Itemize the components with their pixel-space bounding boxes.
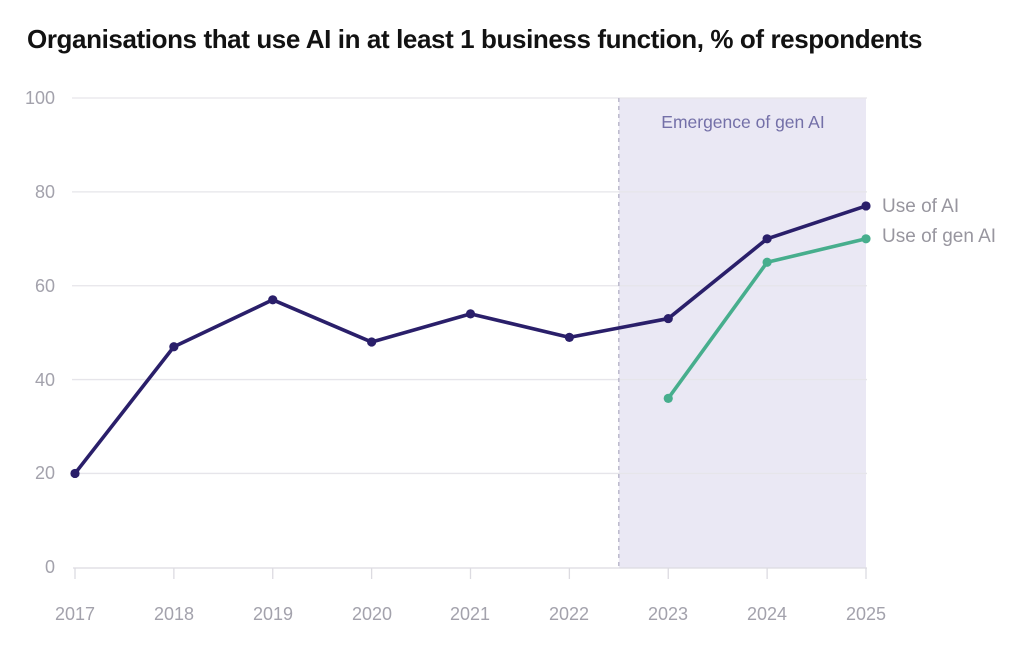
x-axis-tick-label: 2021	[449, 604, 491, 624]
x-axis-tick-label: 2025	[845, 604, 887, 624]
data-point-use-of-ai-2024	[762, 234, 772, 244]
y-axis-tick-label: 100	[24, 88, 55, 108]
x-axis-tick-label: 2018	[153, 604, 195, 624]
legend-label-use-of-ai: Use of AI	[882, 196, 960, 217]
x-axis-tick-label: 2017	[54, 604, 96, 624]
data-point-use-of-ai-2023	[663, 313, 673, 324]
y-axis-tick-label: 40	[34, 370, 55, 390]
x-axis-tick-label: 2023	[647, 604, 689, 624]
x-axis-tick-label: 2022	[548, 604, 590, 624]
x-axis-tick-label: 2024	[746, 604, 788, 624]
y-axis-tick-label: 80	[34, 182, 55, 202]
data-point-use-of-ai-2022	[564, 332, 574, 342]
data-point-use-of-ai-2025	[861, 201, 871, 211]
region-annotation-label: Emergence of gen AI	[661, 112, 825, 132]
y-axis-tick-label: 20	[34, 463, 55, 483]
data-point-use-of-ai-2019	[268, 295, 278, 305]
y-axis-tick-label: 60	[34, 276, 55, 296]
data-point-use-of-gen-ai-2023	[663, 393, 673, 403]
x-axis-tick-label: 2019	[252, 604, 294, 624]
legend-label-use-of-gen-ai: Use of gen AI	[882, 226, 997, 247]
data-point-use-of-gen-ai-2024	[762, 257, 772, 267]
data-point-use-of-ai-2020	[367, 337, 377, 347]
emergence-region	[618, 98, 866, 568]
y-axis-tick-label: 0	[44, 557, 55, 577]
data-point-use-of-ai-2017	[70, 468, 80, 479]
data-point-use-of-ai-2021	[465, 309, 476, 319]
data-point-use-of-ai-2018	[169, 342, 179, 352]
x-axis-tick-label: 2020	[351, 604, 393, 624]
data-point-use-of-gen-ai-2025	[861, 234, 871, 244]
chart-title: Organisations that use AI in at least 1 …	[27, 24, 923, 54]
